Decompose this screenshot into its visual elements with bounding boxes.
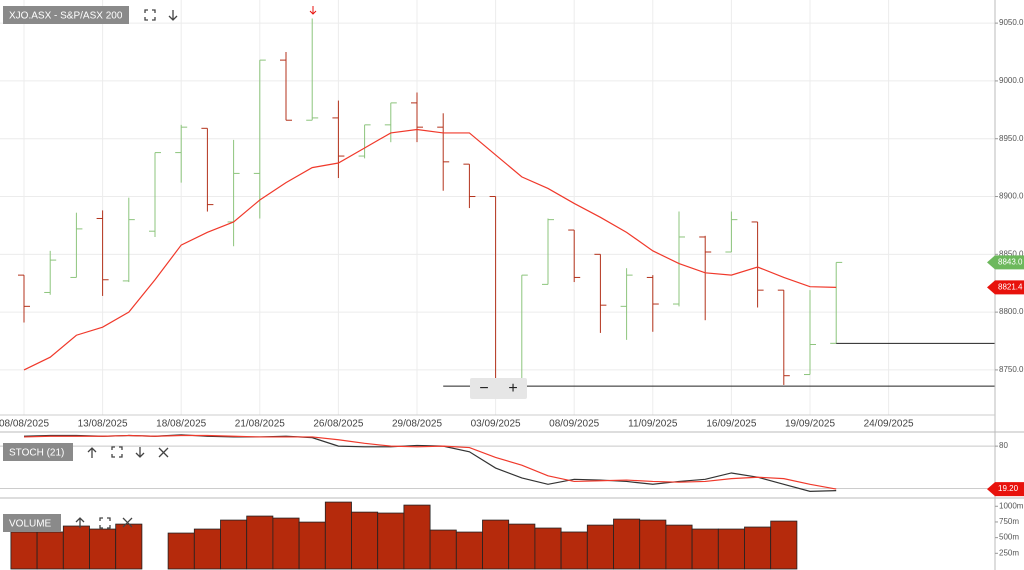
volume-bar [403,504,431,570]
volume-bar [89,528,117,570]
volume-bar [586,524,614,570]
expand-icon[interactable] [99,517,111,529]
y-tick-label: 80 [999,441,1008,450]
y-tick-label: 8850.0 [999,249,1024,258]
volume-bar [560,531,588,570]
price-tag-label: 8821.4 [998,282,1023,291]
moving-average [23,128,837,371]
marks [10,18,995,570]
volume-bar [115,523,143,570]
volume-bar [377,512,405,570]
x-tick-label: 08/08/2025 [0,419,49,430]
price-tag [987,280,1024,295]
x-tick-label: 29/08/2025 [392,419,442,430]
x-tick-label: 26/08/2025 [313,419,363,430]
volume-bar [534,527,562,570]
volume-bar [298,521,326,570]
y-tick-label: 750m [999,517,1019,526]
volume-bar [770,520,798,570]
grid [0,0,995,490]
volume-bar [639,519,667,570]
volume-bar [508,523,536,570]
x-tick-label: 13/08/2025 [78,419,128,430]
volume-bar [10,531,38,570]
zoom-box [470,378,527,399]
price-tag-label: 19.20 [998,484,1019,493]
volume-bar [246,515,274,570]
volume-bar [36,531,64,570]
price-tag [987,482,1024,497]
labels: 08/08/2025 13/08/2025 18/08/2025 21/08/2025… [0,18,1024,557]
y-tick-label: 500m [999,533,1019,542]
y-tick-label: 8800.0 [999,307,1024,316]
y-tick-label: 8900.0 [999,192,1024,201]
volume-bar [167,532,195,570]
zoom-in[interactable]: + [508,380,517,397]
panel-title: XJO.ASX - S&P/ASX 200 [9,11,123,22]
close-icon[interactable] [122,517,133,528]
stoch-line [23,434,837,490]
volume-bar [613,518,641,570]
price-tag [987,255,1024,270]
high-marker [309,6,317,15]
volume-bar [272,517,300,570]
volume-bar [193,528,221,570]
volume-bar [744,526,772,570]
expand-icon[interactable] [144,9,156,21]
volume-bar [220,519,248,570]
down-icon[interactable] [168,10,178,21]
panel-title: STOCH (21) [9,448,64,459]
x-tick-label: 24/09/2025 [864,419,914,430]
panel-label-box [3,6,129,24]
volume-bar [351,511,379,570]
volume-bar [717,528,745,570]
price-tag-label: 8843.0 [998,258,1023,267]
y-tick-label: 250m [999,548,1019,557]
volume-bar [482,519,510,570]
y-tick-label: 9050.0 [999,18,1024,27]
panel-title: VOLUME [9,519,52,530]
down-icon[interactable] [135,447,145,458]
x-tick-label: 08/09/2025 [549,419,599,430]
volume-bar [429,529,457,570]
up-icon[interactable] [87,447,97,458]
x-tick-label: 11/09/2025 [628,419,678,430]
volume-bar [455,531,483,570]
x-tick-label: 21/08/2025 [235,419,285,430]
close-icon[interactable] [158,447,169,458]
expand-icon[interactable] [111,446,123,458]
x-tick-label: 03/09/2025 [471,419,521,430]
volume-bar [324,501,352,570]
y-tick-label: 9000.0 [999,76,1024,85]
zoom-out[interactable]: − [479,380,488,397]
volume-bar [691,528,719,570]
x-tick-label: 18/08/2025 [156,419,206,430]
y-tick-label: 1000m [999,501,1024,510]
x-tick-label: 19/09/2025 [785,419,835,430]
x-tick-label: 16/09/2025 [706,419,756,430]
y-tick-label: 8750.0 [999,365,1024,374]
y-tick-label: 8950.0 [999,134,1024,143]
up-icon[interactable] [75,517,85,528]
panel-label-box [3,443,73,461]
panel-label-box [3,514,61,532]
volume-bar [665,524,693,570]
volume-bar [62,525,90,570]
